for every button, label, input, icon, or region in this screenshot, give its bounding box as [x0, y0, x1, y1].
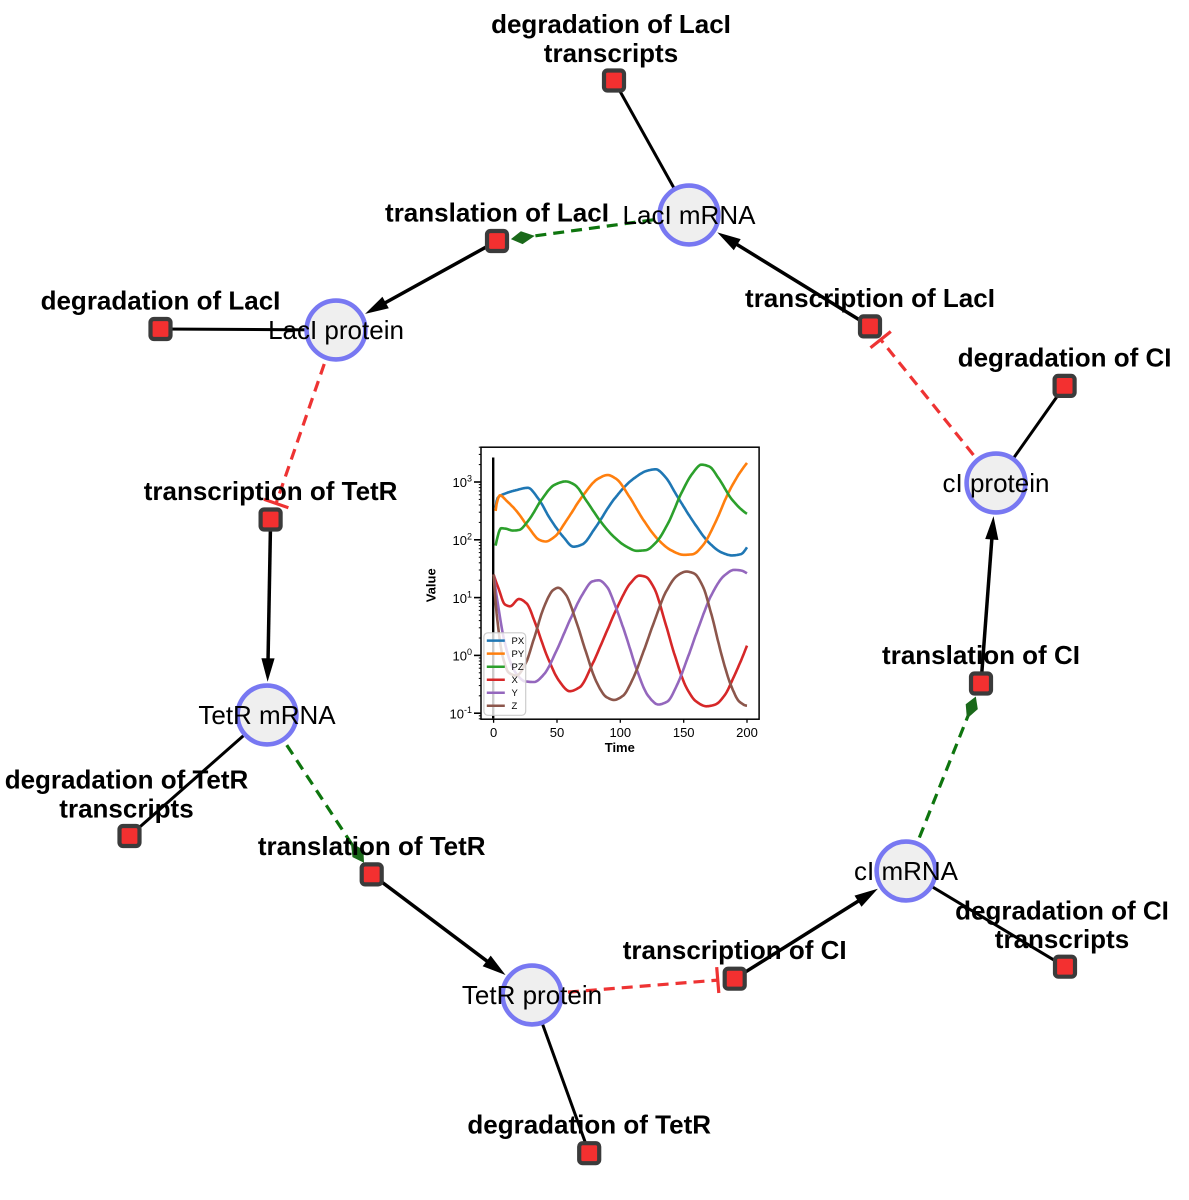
svg-text:Value: Value: [424, 568, 439, 602]
svg-text:150: 150: [673, 725, 695, 740]
svg-text:translation of TetR: translation of TetR: [258, 831, 486, 861]
svg-text:TetR protein: TetR protein: [462, 980, 602, 1010]
svg-text:50: 50: [550, 725, 564, 740]
svg-text:degradation of TetR: degradation of TetR: [467, 1110, 711, 1140]
svg-text:cI protein: cI protein: [943, 468, 1050, 498]
svg-text:degradation of LacI: degradation of LacI: [41, 286, 281, 316]
svg-text:degradation of CI: degradation of CI: [958, 342, 1172, 372]
svg-text:transcription of CI: transcription of CI: [623, 935, 847, 965]
svg-text:PY: PY: [512, 649, 525, 660]
svg-text:translation of LacI: translation of LacI: [385, 198, 609, 228]
svg-text:0: 0: [490, 725, 497, 740]
svg-text:LacI mRNA: LacI mRNA: [623, 200, 757, 230]
svg-text:X: X: [512, 675, 519, 686]
svg-text:transcripts: transcripts: [995, 924, 1129, 954]
svg-text:TetR mRNA: TetR mRNA: [198, 700, 336, 730]
svg-text:200: 200: [736, 725, 758, 740]
svg-text:transcripts: transcripts: [544, 38, 678, 68]
svg-text:PX: PX: [512, 636, 525, 647]
svg-text:degradation of TetR: degradation of TetR: [5, 765, 249, 795]
svg-text:Z: Z: [512, 701, 518, 712]
svg-text:Y: Y: [512, 688, 519, 699]
svg-text:PZ: PZ: [512, 662, 524, 673]
svg-text:transcription of LacI: transcription of LacI: [745, 283, 995, 313]
svg-text:translation of CI: translation of CI: [882, 640, 1080, 670]
svg-text:cI mRNA: cI mRNA: [854, 856, 959, 886]
svg-text:degradation of LacI: degradation of LacI: [491, 9, 731, 39]
svg-text:degradation of CI: degradation of CI: [955, 895, 1169, 925]
svg-text:transcripts: transcripts: [59, 793, 193, 823]
svg-text:LacI protein: LacI protein: [268, 315, 404, 345]
svg-text:100: 100: [609, 725, 631, 740]
svg-text:transcription of TetR: transcription of TetR: [144, 476, 398, 506]
svg-text:Time: Time: [605, 740, 635, 755]
